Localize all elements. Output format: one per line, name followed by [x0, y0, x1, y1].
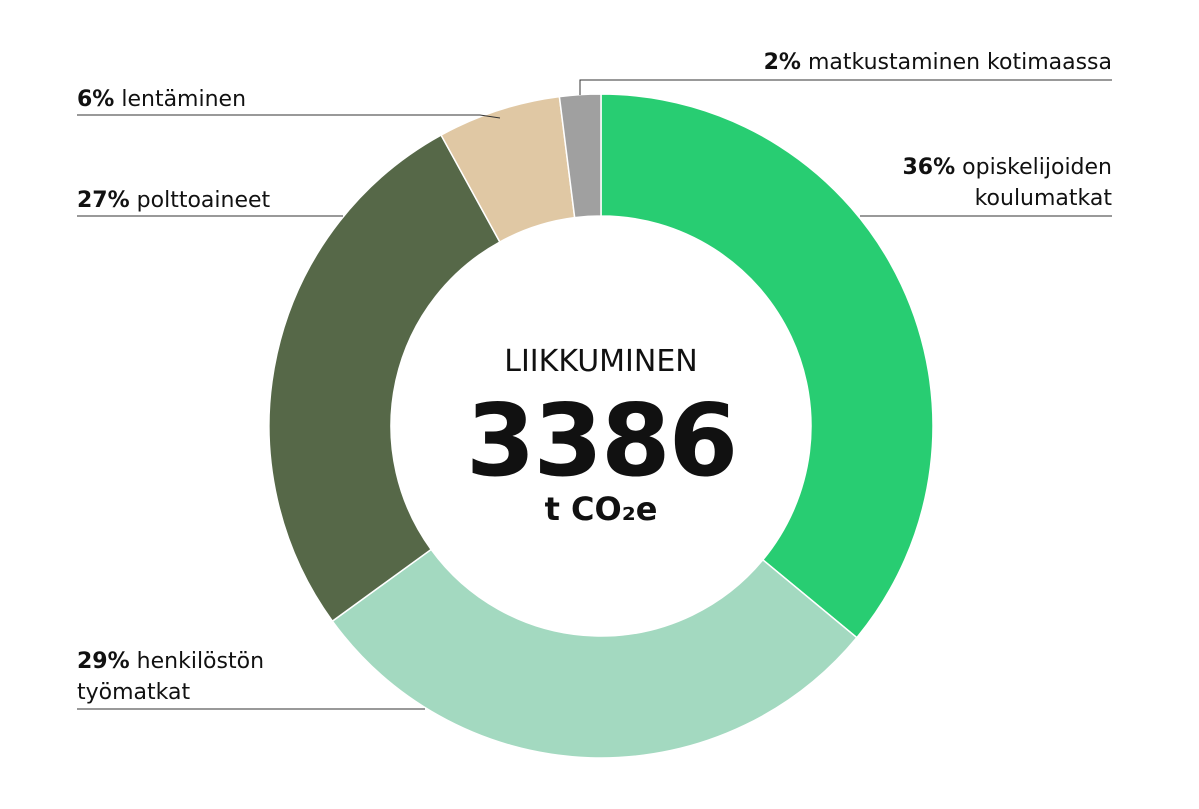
percent-label: 6%	[77, 87, 115, 112]
leader-line	[579, 79, 1112, 95]
category-label: polttoaineet	[136, 188, 271, 213]
percent-label: 36%	[902, 155, 956, 180]
percent-label: 27%	[77, 188, 130, 213]
segment-label: 2% matkustaminen kotimaassa	[700, 47, 1112, 78]
donut-segment	[558, 93, 602, 219]
chart-title: LIIKKUMINEN	[504, 344, 698, 379]
donut-segment	[600, 93, 934, 639]
segment-label: 36% opiskelijoiden koulumatkat	[872, 152, 1112, 214]
percent-label: 29%	[77, 649, 130, 674]
donut-segment	[331, 548, 858, 759]
segment-label: 6% lentäminen	[77, 84, 337, 115]
total: 3386	[465, 382, 738, 499]
segment-label: 27% polttoaineet	[77, 185, 337, 216]
donut-segment	[268, 134, 501, 623]
category-label: opiskelijoiden koulumatkat	[962, 155, 1112, 211]
category-label: matkustaminen kotimaassa	[807, 50, 1112, 75]
category-label: henkilöstön työmatkat	[77, 649, 265, 705]
leader-line	[77, 114, 501, 119]
category-label: lentäminen	[121, 87, 247, 112]
percent-label: 2%	[763, 50, 801, 75]
unit: t CO₂e	[544, 490, 658, 528]
segment-label: 29% henkilöstön työmatkat	[77, 646, 307, 708]
